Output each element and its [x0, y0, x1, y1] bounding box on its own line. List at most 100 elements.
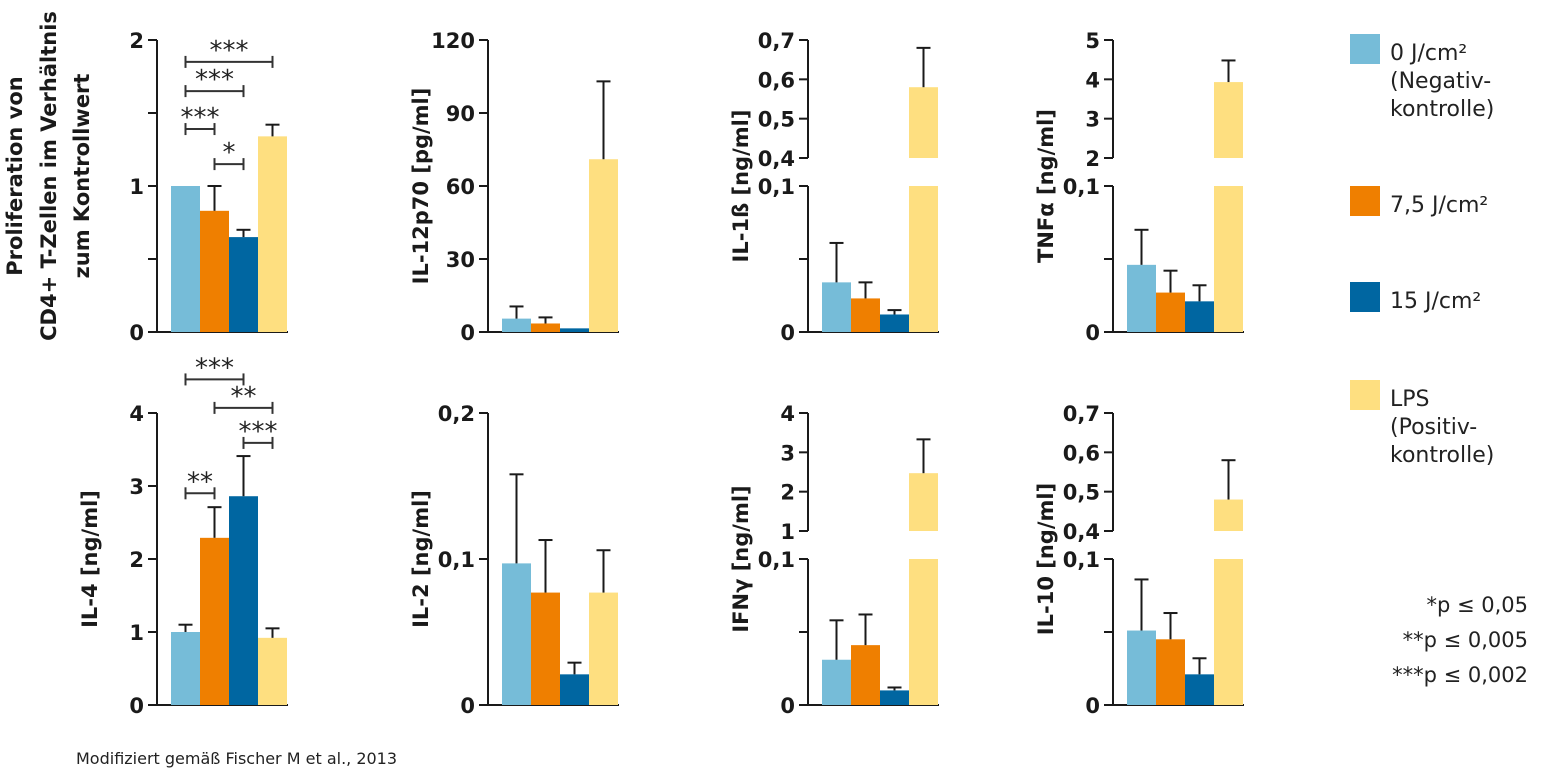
- y-tick-label: 1: [780, 520, 795, 544]
- significance-note: ***p ≤ 0,002: [1392, 663, 1528, 687]
- bar-tnfa-1: [1156, 292, 1185, 332]
- legend-item: 0 J/cm² (Negativ-kontrolle): [1350, 34, 1494, 122]
- bar-ifng-3-lower: [909, 559, 938, 705]
- y-tick-label: 4: [1085, 68, 1100, 92]
- bar-il10-2: [1185, 674, 1214, 705]
- bar-ifng-2: [880, 690, 909, 705]
- panel-il2: 0 0,1 0,2 IL-2 [ng/ml]: [409, 402, 619, 718]
- bar-il12p70-2: [560, 328, 589, 332]
- significance-label: ***: [195, 353, 234, 383]
- bar-il4-2: [229, 496, 258, 705]
- bar-il2-2: [560, 674, 589, 705]
- y-axis-title: IL-4 [ng/ml]: [78, 490, 102, 628]
- y-tick-label: 0,5: [758, 108, 795, 132]
- y-tick-label: 0,4: [1063, 520, 1100, 544]
- legend-swatch: [1350, 282, 1380, 312]
- significance-label: ***: [239, 417, 278, 447]
- bar-il1b-3-lower: [909, 186, 938, 332]
- bar-il4-0: [171, 632, 200, 705]
- y-tick-label: 0,1: [1063, 175, 1100, 199]
- bar-il1b-1: [851, 298, 880, 332]
- panel-il12p70: 0 30 60 90 120 IL-12p70 [pg/ml]: [409, 29, 619, 345]
- y-tick-label: 0,2: [438, 402, 475, 426]
- panel-il1b: 0 0,1 0,4 0,5 0,6 0,7 IL-1ß [ng/ml]: [729, 29, 939, 345]
- y-axis-title: CD4+ T-Zellen im Verhältnis: [37, 11, 61, 341]
- legend-item: 7,5 J/cm²: [1350, 186, 1488, 218]
- y-tick-label: 0,1: [758, 175, 795, 199]
- bar-proliferation-2: [229, 237, 258, 332]
- bar-il4-3: [258, 637, 287, 705]
- bar-il2-3: [589, 592, 618, 705]
- y-axis-title: TNFα [ng/ml]: [1034, 109, 1058, 263]
- y-tick-label: 0: [129, 321, 144, 345]
- bar-il1b-2: [880, 314, 909, 332]
- bar-il12p70-1: [531, 323, 560, 332]
- significance-label: *: [223, 138, 236, 168]
- significance-legend: *p ≤ 0,05 **p ≤ 0,005 ***p ≤ 0,002: [1392, 593, 1528, 687]
- y-tick-label: 0: [1085, 694, 1100, 718]
- legend-swatch: [1350, 34, 1380, 64]
- y-tick-label: 0,4: [758, 147, 795, 171]
- legend-label: kontrolle): [1390, 443, 1494, 468]
- bar-il1b-0: [822, 282, 851, 332]
- bar-il10-1: [1156, 639, 1185, 705]
- y-tick-label: 120: [431, 29, 475, 53]
- y-tick-label: 0: [780, 321, 795, 345]
- legend-label: 7,5 J/cm²: [1390, 193, 1488, 218]
- significance-label: **: [187, 467, 213, 497]
- y-tick-label: 0: [460, 321, 475, 345]
- significance-label: ***: [195, 65, 234, 95]
- legend-label: (Positiv-: [1390, 415, 1477, 440]
- y-axis-title: Proliferation von: [3, 76, 27, 275]
- panel-ifng: 0 0,1 1 2 3 4 IFNγ [ng/ml]: [729, 402, 939, 718]
- y-tick-label: 0,7: [1063, 402, 1100, 426]
- bar-tnfa-0: [1127, 264, 1156, 332]
- y-tick-label: 0: [780, 694, 795, 718]
- bar-tnfa-2: [1185, 301, 1214, 332]
- legend-label: (Negativ-: [1390, 69, 1491, 94]
- y-axis-title: IL-12p70 [pg/ml]: [409, 88, 433, 285]
- y-tick-label: 0,6: [1063, 441, 1100, 465]
- legend-swatch: [1350, 186, 1380, 216]
- bar-il2-0: [502, 563, 531, 705]
- y-axis-title: IL-10 [ng/ml]: [1034, 483, 1058, 635]
- y-tick-label: 0,1: [1063, 548, 1100, 572]
- bar-tnfa-3-lower: [1214, 186, 1243, 332]
- bar-il10-3-lower: [1214, 559, 1243, 705]
- y-tick-label: 0,6: [758, 68, 795, 92]
- legend-swatch: [1350, 380, 1380, 410]
- y-tick-label: 4: [129, 402, 144, 426]
- significance-label: ***: [210, 36, 249, 66]
- y-tick-label: 3: [129, 475, 144, 499]
- y-axis-title: IL-2 [ng/ml]: [409, 490, 433, 628]
- bar-il4-1: [200, 537, 229, 705]
- legend: 0 J/cm² (Negativ-kontrolle) 7,5 J/cm² 15 J/…: [1350, 34, 1494, 468]
- bar-il12p70-0: [502, 318, 531, 332]
- y-tick-label: 30: [446, 248, 475, 272]
- bar-il12p70-3: [589, 159, 618, 332]
- y-tick-label: 3: [780, 441, 795, 465]
- y-tick-label: 5: [1085, 29, 1100, 53]
- y-tick-label: 0: [460, 694, 475, 718]
- panels-layer: 012**********Proliferation von CD4+ T-Zel…: [3, 11, 1244, 718]
- panel-proliferation: 012**********Proliferation von CD4+ T-Zel…: [3, 11, 288, 345]
- y-tick-label: 2: [780, 481, 795, 505]
- legend-label: LPS: [1390, 387, 1430, 412]
- y-tick-label: 2: [129, 548, 144, 572]
- bar-ifng-1: [851, 645, 880, 705]
- bar-il1b-3-upper: [909, 87, 938, 158]
- significance-label: ***: [181, 103, 220, 133]
- significance-note: **p ≤ 0,005: [1403, 628, 1528, 652]
- source-note: Modifiziert gemäß Fischer M et al., 2013: [76, 749, 397, 768]
- y-tick-label: 0: [129, 694, 144, 718]
- legend-item: 15 J/cm²: [1350, 282, 1481, 314]
- bar-il2-1: [531, 592, 560, 705]
- legend-label: 15 J/cm²: [1390, 289, 1481, 314]
- bar-proliferation-0: [171, 186, 200, 332]
- panel-tnfa: 0 0,1 2 3 4 5 TNFα [ng/ml]: [1034, 29, 1244, 345]
- y-tick-label: 1: [129, 621, 144, 645]
- y-axis-title: IL-1ß [ng/ml]: [729, 110, 753, 263]
- y-axis-title: zum Kontrollwert: [70, 74, 94, 279]
